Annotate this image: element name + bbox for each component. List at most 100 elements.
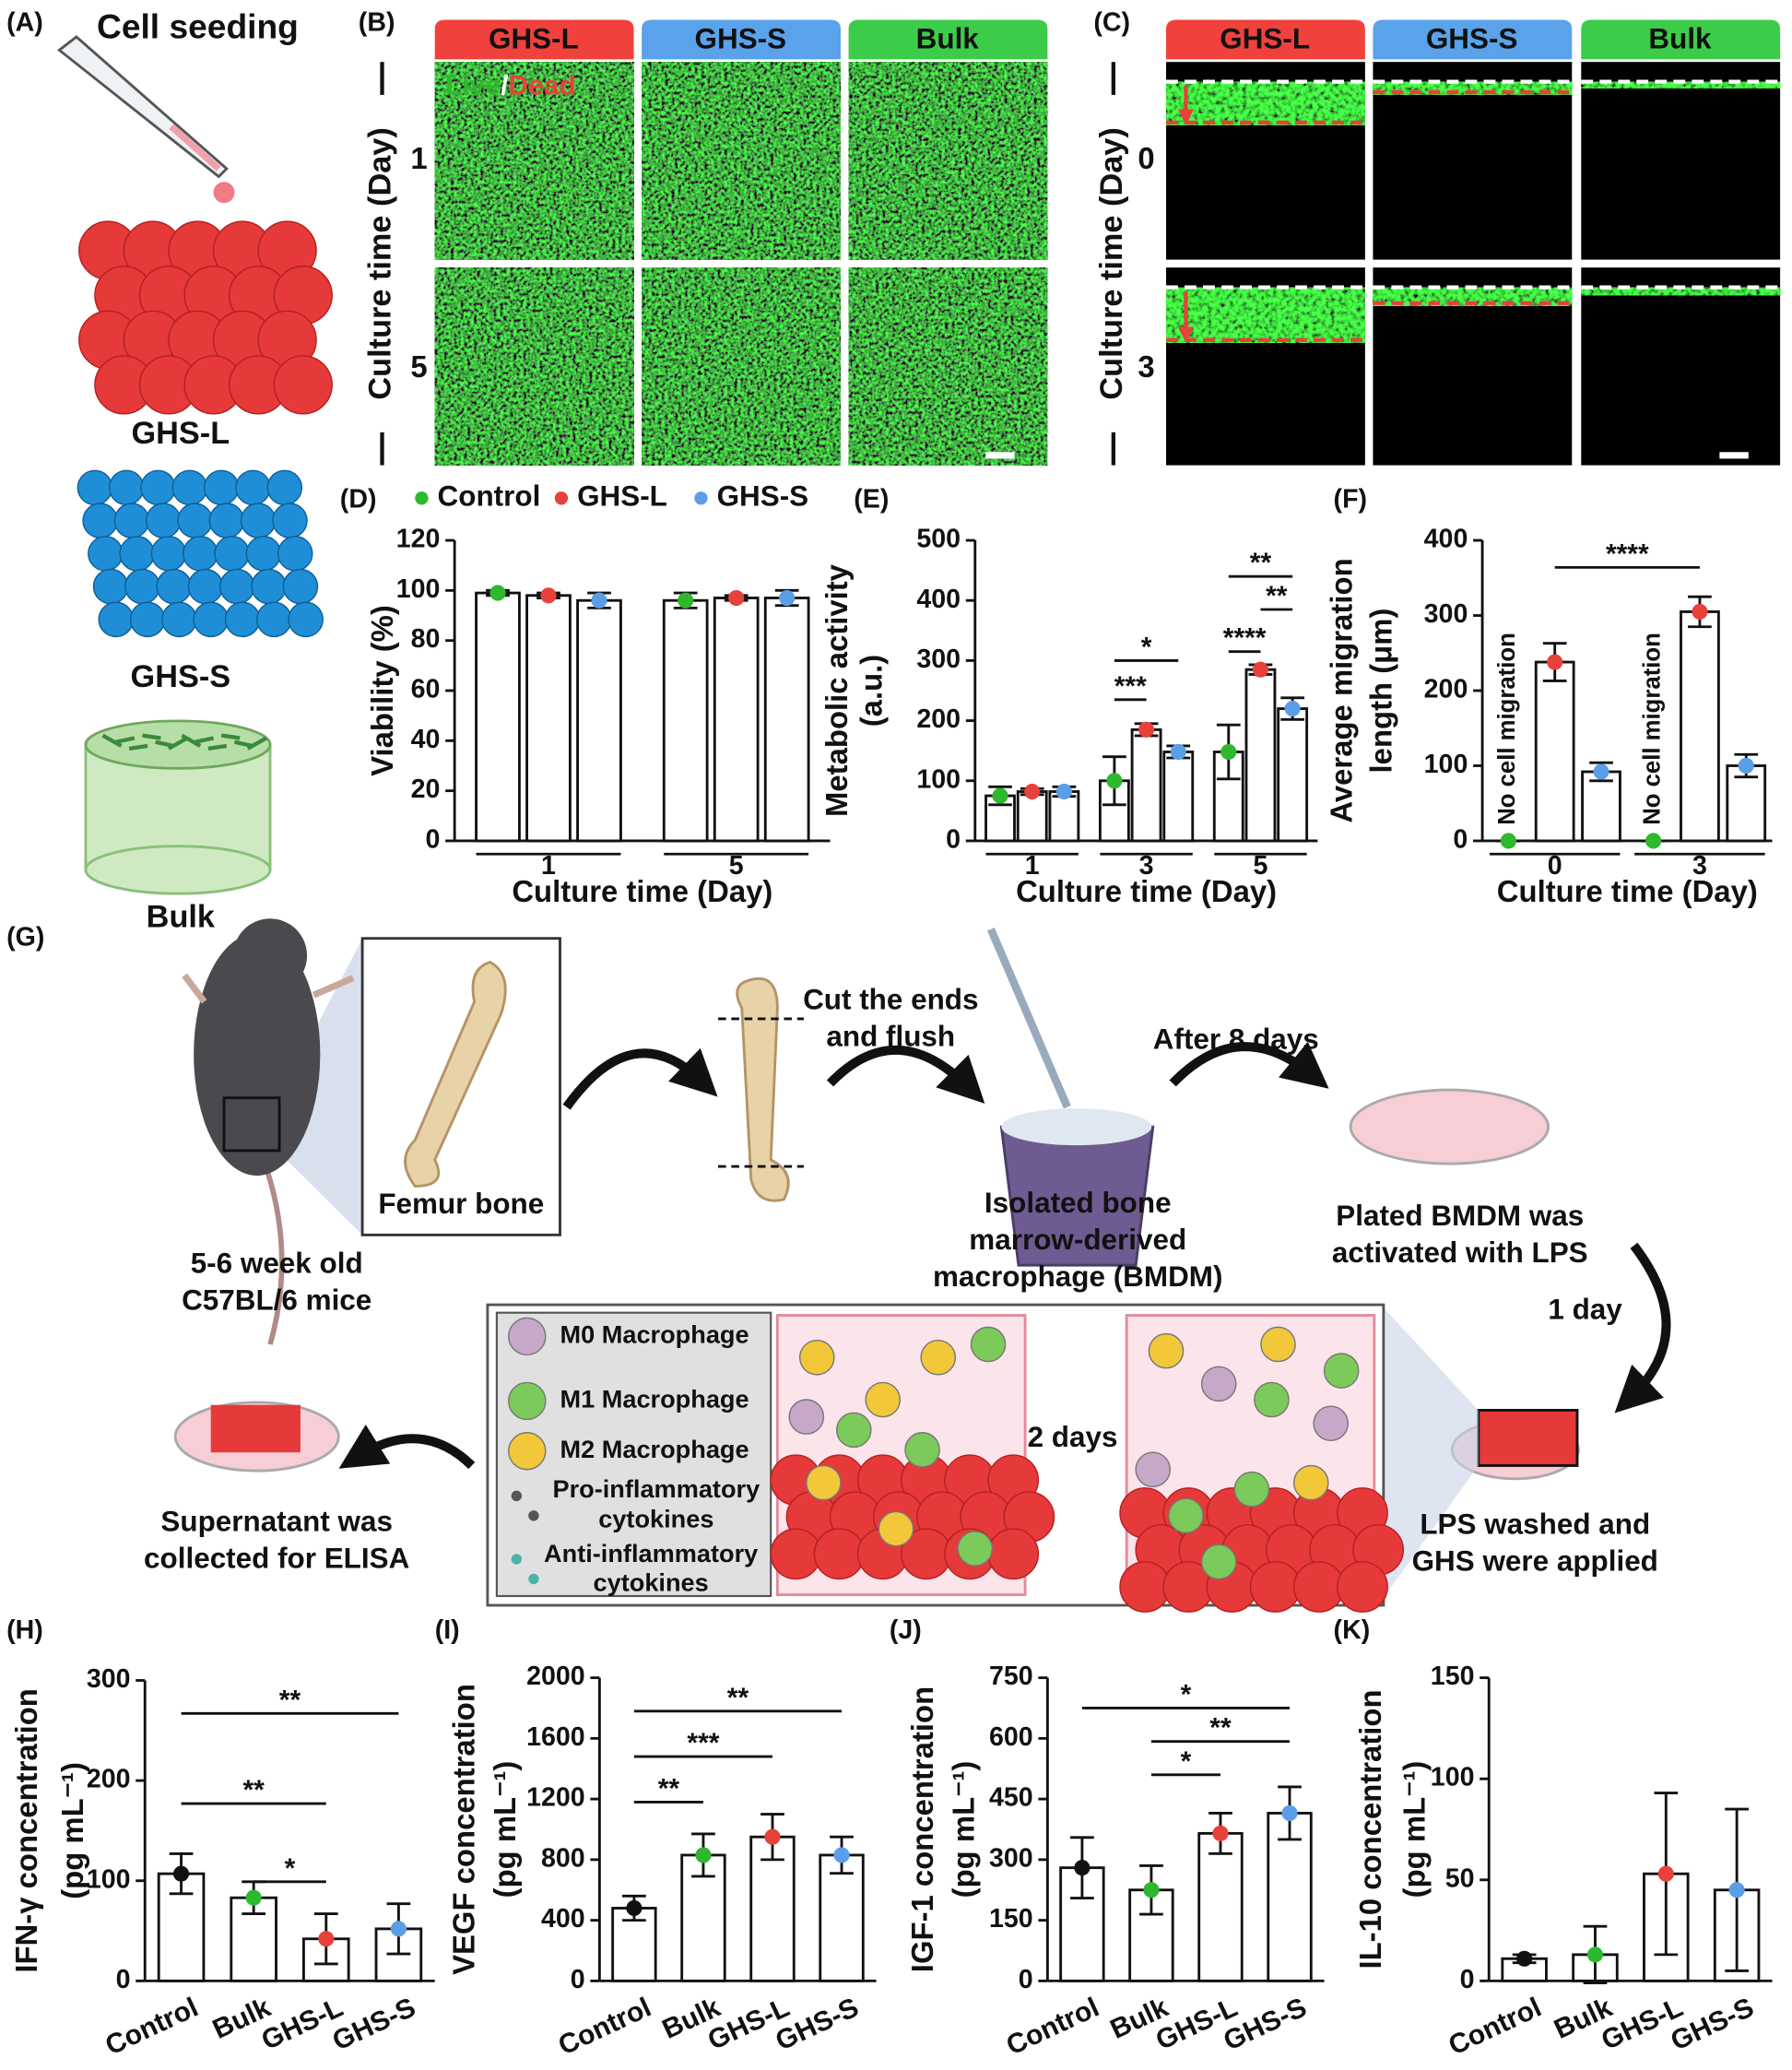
dish (1349, 1088, 1550, 1165)
row-label: 3 (1138, 349, 1154, 384)
diagram-text: Isolated bone (984, 1187, 1172, 1219)
y-tick-label: 0 (1460, 1965, 1475, 1994)
micrograph (1581, 267, 1781, 466)
flow-arrow (338, 1425, 476, 1470)
material-label: GHS-L (131, 416, 230, 451)
diagram-text: Plated BMDM was (1336, 1200, 1584, 1232)
data-point (1106, 773, 1123, 789)
drop (213, 182, 235, 204)
significance-label: ** (242, 1775, 265, 1805)
bar (763, 597, 810, 843)
blue-sphere (113, 503, 150, 538)
cell-icon (508, 1381, 547, 1421)
diagram-text: 2 days (1028, 1421, 1118, 1453)
data-point (318, 1931, 335, 1947)
scaffold-bead (1337, 1561, 1388, 1613)
x-axis-label: Culture time (Day) (1497, 874, 1758, 908)
diagram-text: and flush (826, 1021, 955, 1053)
x-tick-label: 5 (729, 851, 744, 881)
blue-sphere (272, 503, 308, 538)
significance-label: ** (727, 1683, 749, 1713)
diagram-text: marrow-derived (969, 1224, 1186, 1256)
column-header-box (434, 19, 634, 60)
blue-sphere (240, 503, 277, 538)
y-axis-label: VEGF concentration (447, 1684, 481, 1975)
y-axis-label: (pg mL⁻¹) (488, 1761, 522, 1898)
data-point (626, 1899, 643, 1917)
scaffold-bead (1249, 1561, 1302, 1613)
blue-sphere (88, 536, 124, 572)
y-tick-label: 0 (116, 1965, 131, 1994)
cell-icon (1148, 1332, 1185, 1369)
data-point (1284, 700, 1301, 717)
blue-sphere (251, 568, 287, 605)
x-tick-label: 3 (1139, 851, 1154, 881)
blue-sphere (171, 469, 208, 506)
micrograph (434, 267, 634, 466)
blue-sphere (203, 469, 240, 506)
y-tick-label: 60 (411, 675, 441, 704)
micrograph (434, 62, 634, 260)
micrograph (1581, 62, 1781, 260)
y-axis-label: (pg mL⁻¹) (55, 1762, 89, 1899)
blue-sphere (108, 469, 145, 506)
flow-arrow (562, 1047, 718, 1110)
data-point (172, 1865, 190, 1882)
data-point (390, 1921, 407, 1937)
data-point (1212, 1825, 1229, 1841)
stain-label: Live/Dead (445, 70, 576, 101)
blue-sphere (245, 536, 282, 572)
data-point (1281, 1804, 1298, 1822)
blue-sphere (182, 536, 218, 572)
bar (1534, 660, 1575, 843)
cell-icon (788, 1399, 825, 1435)
annotation: No cell migration (1639, 633, 1665, 825)
blue-sphere (82, 503, 118, 538)
blue-sphere (277, 536, 313, 572)
x-axis-label: Culture time (Day) (1016, 874, 1277, 908)
cell-icon (1313, 1405, 1349, 1442)
x-tick-label: 1 (1025, 851, 1040, 881)
data-point (695, 1847, 712, 1863)
diagram-text: activated with LPS (1332, 1236, 1588, 1269)
y-tick-label: 20 (411, 775, 441, 804)
scale-bar (1719, 452, 1749, 459)
data-point (1220, 743, 1237, 761)
significance-label: ** (279, 1685, 301, 1715)
blue-sphere (187, 568, 224, 605)
cell-layer (1581, 81, 1781, 89)
y-axis-label: Viability (%) (365, 605, 399, 776)
scaffold-bead (813, 1528, 866, 1580)
legend-text: cytokines (594, 1567, 709, 1596)
data-point (1055, 783, 1072, 800)
scaffold-bead (1292, 1561, 1345, 1613)
row-label: 5 (410, 349, 427, 384)
cell-icon (508, 1317, 547, 1356)
data-point (1586, 1946, 1604, 1963)
y-tick-label: 200 (1424, 675, 1468, 704)
blue-sphere (224, 601, 261, 638)
cell-icon (1200, 1544, 1237, 1580)
pipette-liquid (169, 124, 221, 172)
bar (1581, 770, 1621, 843)
blue-sphere (214, 536, 250, 572)
material-label: Bulk (147, 899, 216, 934)
y-tick-label: 300 (989, 1843, 1033, 1873)
significance-label: * (1181, 1746, 1192, 1777)
y-tick-label: 80 (411, 624, 441, 654)
panel-label: (A) (6, 7, 43, 37)
bar (1244, 668, 1277, 843)
fiber (195, 736, 215, 744)
data-point (833, 1847, 850, 1863)
y-axis-label: length (μm) (1364, 609, 1398, 774)
scaffold (1477, 1409, 1579, 1467)
blue-sphere (235, 469, 271, 506)
x-tick-label: Control (1002, 1993, 1104, 2062)
scaffold-bead (1119, 1561, 1172, 1613)
y-tick-label: 120 (396, 525, 441, 554)
cell-icon (1168, 1497, 1204, 1534)
flow-arrow (1614, 1242, 1671, 1414)
cell-icon (1323, 1353, 1360, 1389)
y-tick-label: 600 (989, 1722, 1033, 1752)
bar (1680, 610, 1720, 843)
